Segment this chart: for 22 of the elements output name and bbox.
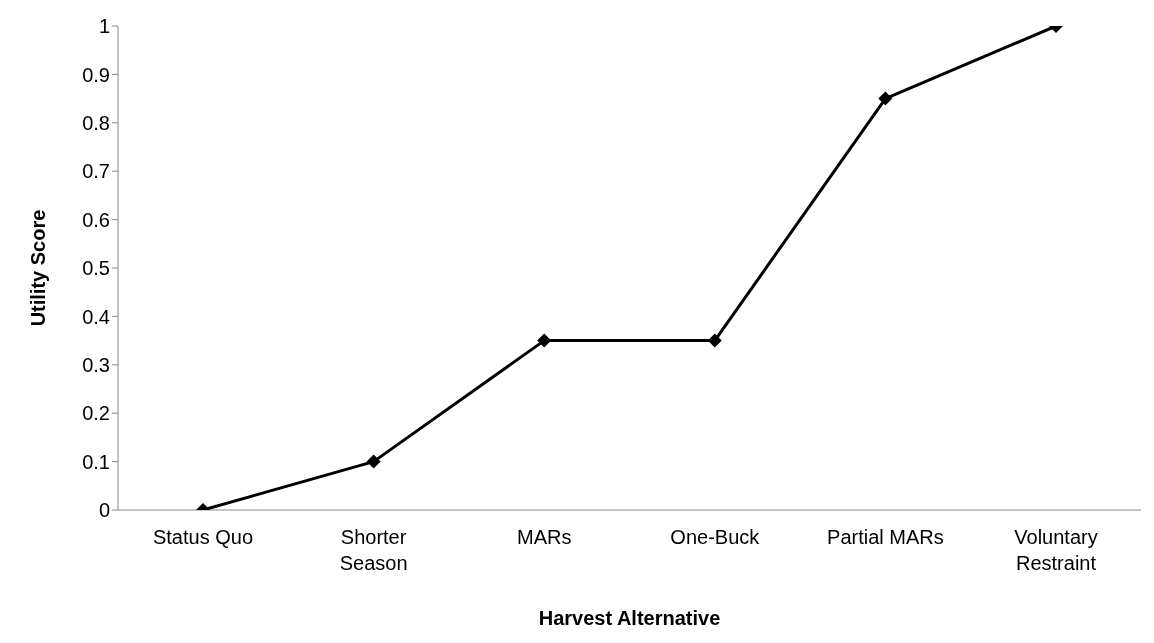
y-tick-label: 0.8 [82,111,110,134]
x-tick-label: Shorter Season [339,526,408,574]
x-tick-label: Partial MARs [827,526,944,548]
point [707,333,722,348]
x-tick-label: Status Quo [152,526,254,548]
y-tick-label: 0 [98,499,110,522]
y-tick-label: 1 [98,15,110,38]
y-axis-title: Utility Score [27,209,50,327]
y-tick-label: 0.9 [82,63,110,86]
point [366,454,381,469]
y-tick-label: 0.1 [82,450,110,473]
x-tick-label: Voluntary Restraint [1014,526,1098,574]
x-axis-title: Harvest Alternative [538,607,721,629]
y-tick-label: 0.6 [82,208,110,231]
y-tick-label: 0.3 [82,353,110,376]
x-tick-label: One-Buck [670,526,761,548]
point [537,333,552,348]
y-tick-label: 0.7 [82,160,110,183]
y-tick-label: 0.2 [82,402,110,425]
y-tick-label: 0.5 [82,257,110,280]
y-tick-label: 0.4 [82,305,110,328]
x-tick-label: MARs [516,526,572,548]
